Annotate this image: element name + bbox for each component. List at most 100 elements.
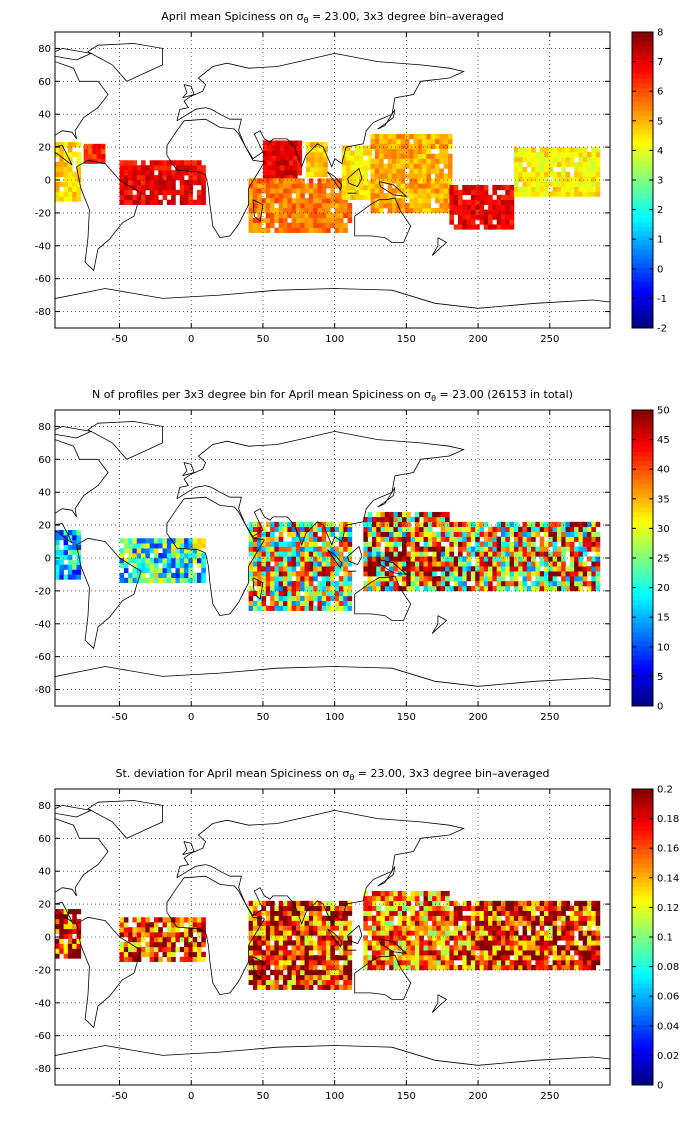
data-bin <box>252 188 258 194</box>
data-bin <box>430 188 436 194</box>
data-bin <box>410 561 416 567</box>
data-bin <box>67 181 73 187</box>
data-bin <box>457 935 463 941</box>
data-bin <box>334 600 340 606</box>
chart-title: April mean Spiciness on σθ = 23.00, 3x3 … <box>161 10 504 25</box>
colorbar-swatch <box>632 212 653 218</box>
data-bin <box>370 168 376 174</box>
data-bin <box>509 546 515 552</box>
data-bin <box>591 181 596 187</box>
data-bin <box>392 173 397 179</box>
data-bin <box>201 951 206 958</box>
data-bin <box>321 969 327 976</box>
data-bin <box>179 553 185 559</box>
data-bin <box>440 546 446 552</box>
colorbar-swatch <box>632 978 653 984</box>
data-bin <box>384 581 390 587</box>
data-bin <box>153 572 159 579</box>
data-bin <box>313 940 318 946</box>
data-bin <box>414 556 420 562</box>
data-bin <box>591 940 596 946</box>
chart-panel: April mean Spiciness on σθ = 23.00, 3x3 … <box>35 10 667 345</box>
data-bin <box>171 160 176 166</box>
data-bin <box>321 536 327 542</box>
x-tick-label: -50 <box>111 1091 127 1102</box>
data-bin <box>59 152 64 158</box>
data-bin <box>509 905 515 911</box>
data-bin <box>300 576 305 582</box>
data-bin <box>410 955 416 961</box>
data-bin <box>496 546 502 552</box>
colorbar-tick-label: 0 <box>657 264 663 275</box>
data-bin <box>379 168 384 174</box>
data-bin <box>449 964 454 971</box>
data-bin <box>354 175 360 181</box>
data-bin <box>561 551 566 557</box>
data-bin <box>257 541 262 547</box>
data-bin <box>300 595 305 602</box>
data-bin <box>483 900 489 907</box>
data-bin <box>63 166 69 173</box>
data-bin <box>548 964 553 971</box>
data-bin <box>432 895 437 902</box>
data-bin <box>313 945 318 951</box>
colorbar-swatch <box>632 87 653 93</box>
data-bin <box>308 974 314 981</box>
data-bin <box>295 950 301 956</box>
data-bin <box>400 133 406 140</box>
data-bin <box>539 186 545 192</box>
data-bin <box>128 946 133 953</box>
colorbar-swatch <box>632 1001 653 1007</box>
data-bin <box>453 541 459 547</box>
data-bin <box>427 895 433 902</box>
data-bin <box>287 930 292 936</box>
data-bin <box>492 925 498 931</box>
data-bin <box>297 155 302 161</box>
data-bin <box>341 189 347 196</box>
data-bin <box>488 576 493 582</box>
data-bin <box>123 548 129 554</box>
data-bin <box>414 895 420 902</box>
data-bin <box>346 189 351 196</box>
data-bin <box>347 964 353 971</box>
data-bin <box>578 541 584 547</box>
data-bin <box>591 176 596 182</box>
data-bin <box>578 945 584 951</box>
data-bin <box>275 140 281 146</box>
data-bin <box>427 516 433 523</box>
colorbar-swatch <box>632 622 653 628</box>
data-bin <box>308 566 314 572</box>
data-bin <box>582 526 588 532</box>
data-bin <box>587 585 592 592</box>
data-bin <box>479 940 485 946</box>
data-bin <box>513 925 519 931</box>
data-bin <box>304 212 310 219</box>
data-bin <box>257 979 262 985</box>
data-bin <box>449 930 454 936</box>
data-bin <box>166 558 172 564</box>
data-bin <box>539 576 545 582</box>
colorbar-swatch <box>632 258 653 264</box>
data-bin <box>475 194 480 201</box>
data-bin <box>265 974 271 981</box>
data-bin <box>350 189 356 196</box>
data-bin <box>470 905 476 911</box>
data-bin <box>145 199 150 205</box>
data-bin <box>475 204 480 210</box>
data-bin <box>443 158 449 164</box>
data-bin <box>595 521 601 528</box>
data-bin <box>526 900 532 907</box>
data-bin <box>119 572 125 579</box>
data-bin <box>488 219 493 225</box>
data-bin <box>350 170 356 176</box>
data-bin <box>283 188 288 194</box>
data-bin <box>466 219 472 225</box>
data-bin <box>363 551 368 557</box>
data-bin <box>304 198 310 204</box>
data-bin <box>439 188 444 194</box>
data-bin <box>447 163 453 169</box>
data-bin <box>162 917 168 923</box>
data-bin <box>513 186 519 192</box>
data-bin <box>136 199 142 205</box>
data-bin <box>252 935 258 941</box>
